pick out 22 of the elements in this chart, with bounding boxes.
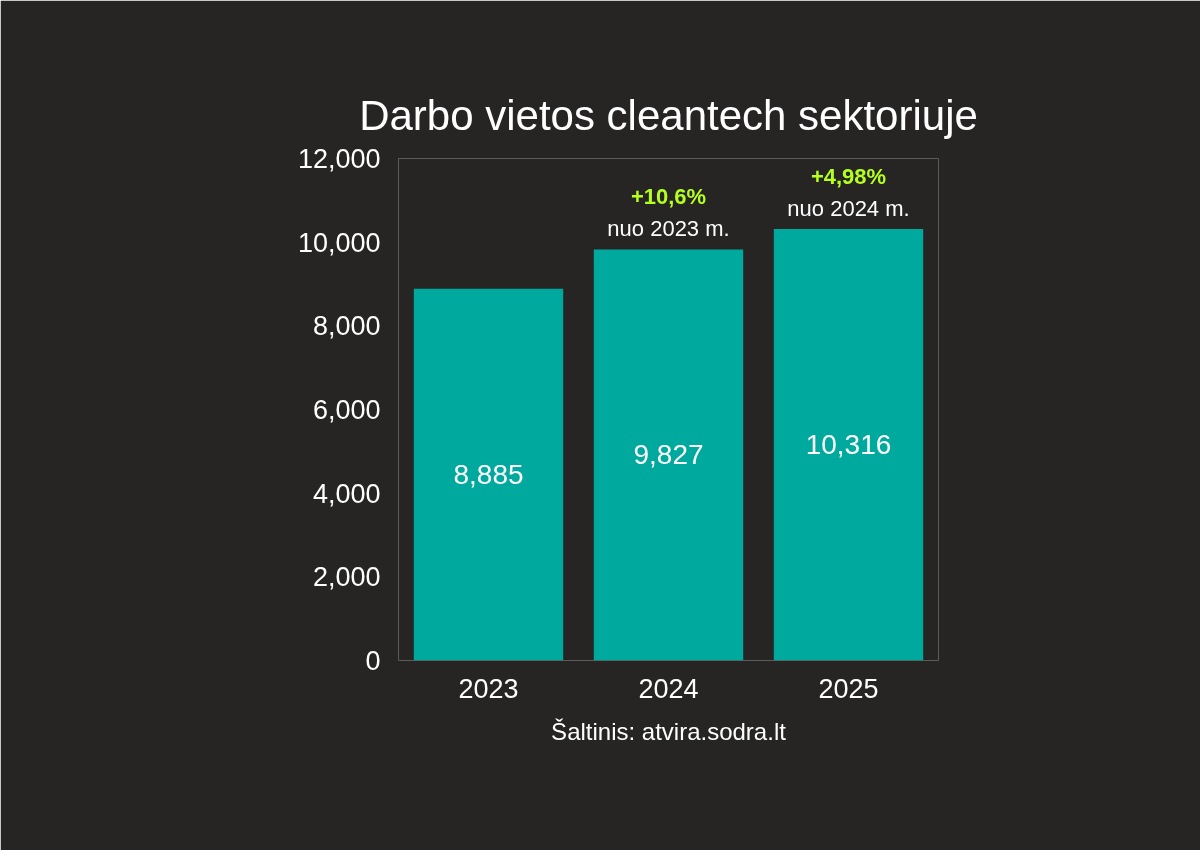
y-tick-label: 10,000 — [297, 227, 381, 258]
x-tick-label: 2024 — [638, 673, 699, 704]
y-tick-label: 4,000 — [312, 478, 381, 509]
y-tick-label: 2,000 — [312, 562, 381, 593]
annotation: nuo 2024 m. — [787, 195, 910, 221]
y-tick-label: 12,000 — [297, 144, 381, 174]
data-label: 9,827 — [633, 439, 704, 471]
annotation: +4,98% — [810, 163, 887, 189]
data-label: 8,885 — [453, 459, 524, 491]
bar — [593, 249, 744, 661]
chart-title: Darbo vietos cleantech sektoriuje — [359, 91, 978, 139]
y-tick-label: 0 — [365, 646, 381, 676]
bar — [773, 228, 924, 661]
x-tick-label: 2023 — [458, 673, 519, 704]
y-tick-label: 8,000 — [312, 311, 381, 342]
annotation: nuo 2023 m. — [607, 216, 730, 242]
data-label: 10,316 — [805, 429, 892, 461]
text: Šaltinis: atvira.sodra.lt — [551, 717, 787, 745]
bar — [413, 288, 564, 661]
y-tick-label: 6,000 — [312, 395, 381, 425]
annotation: +10,6% — [630, 184, 707, 210]
x-tick-label: 2025 — [818, 673, 879, 704]
